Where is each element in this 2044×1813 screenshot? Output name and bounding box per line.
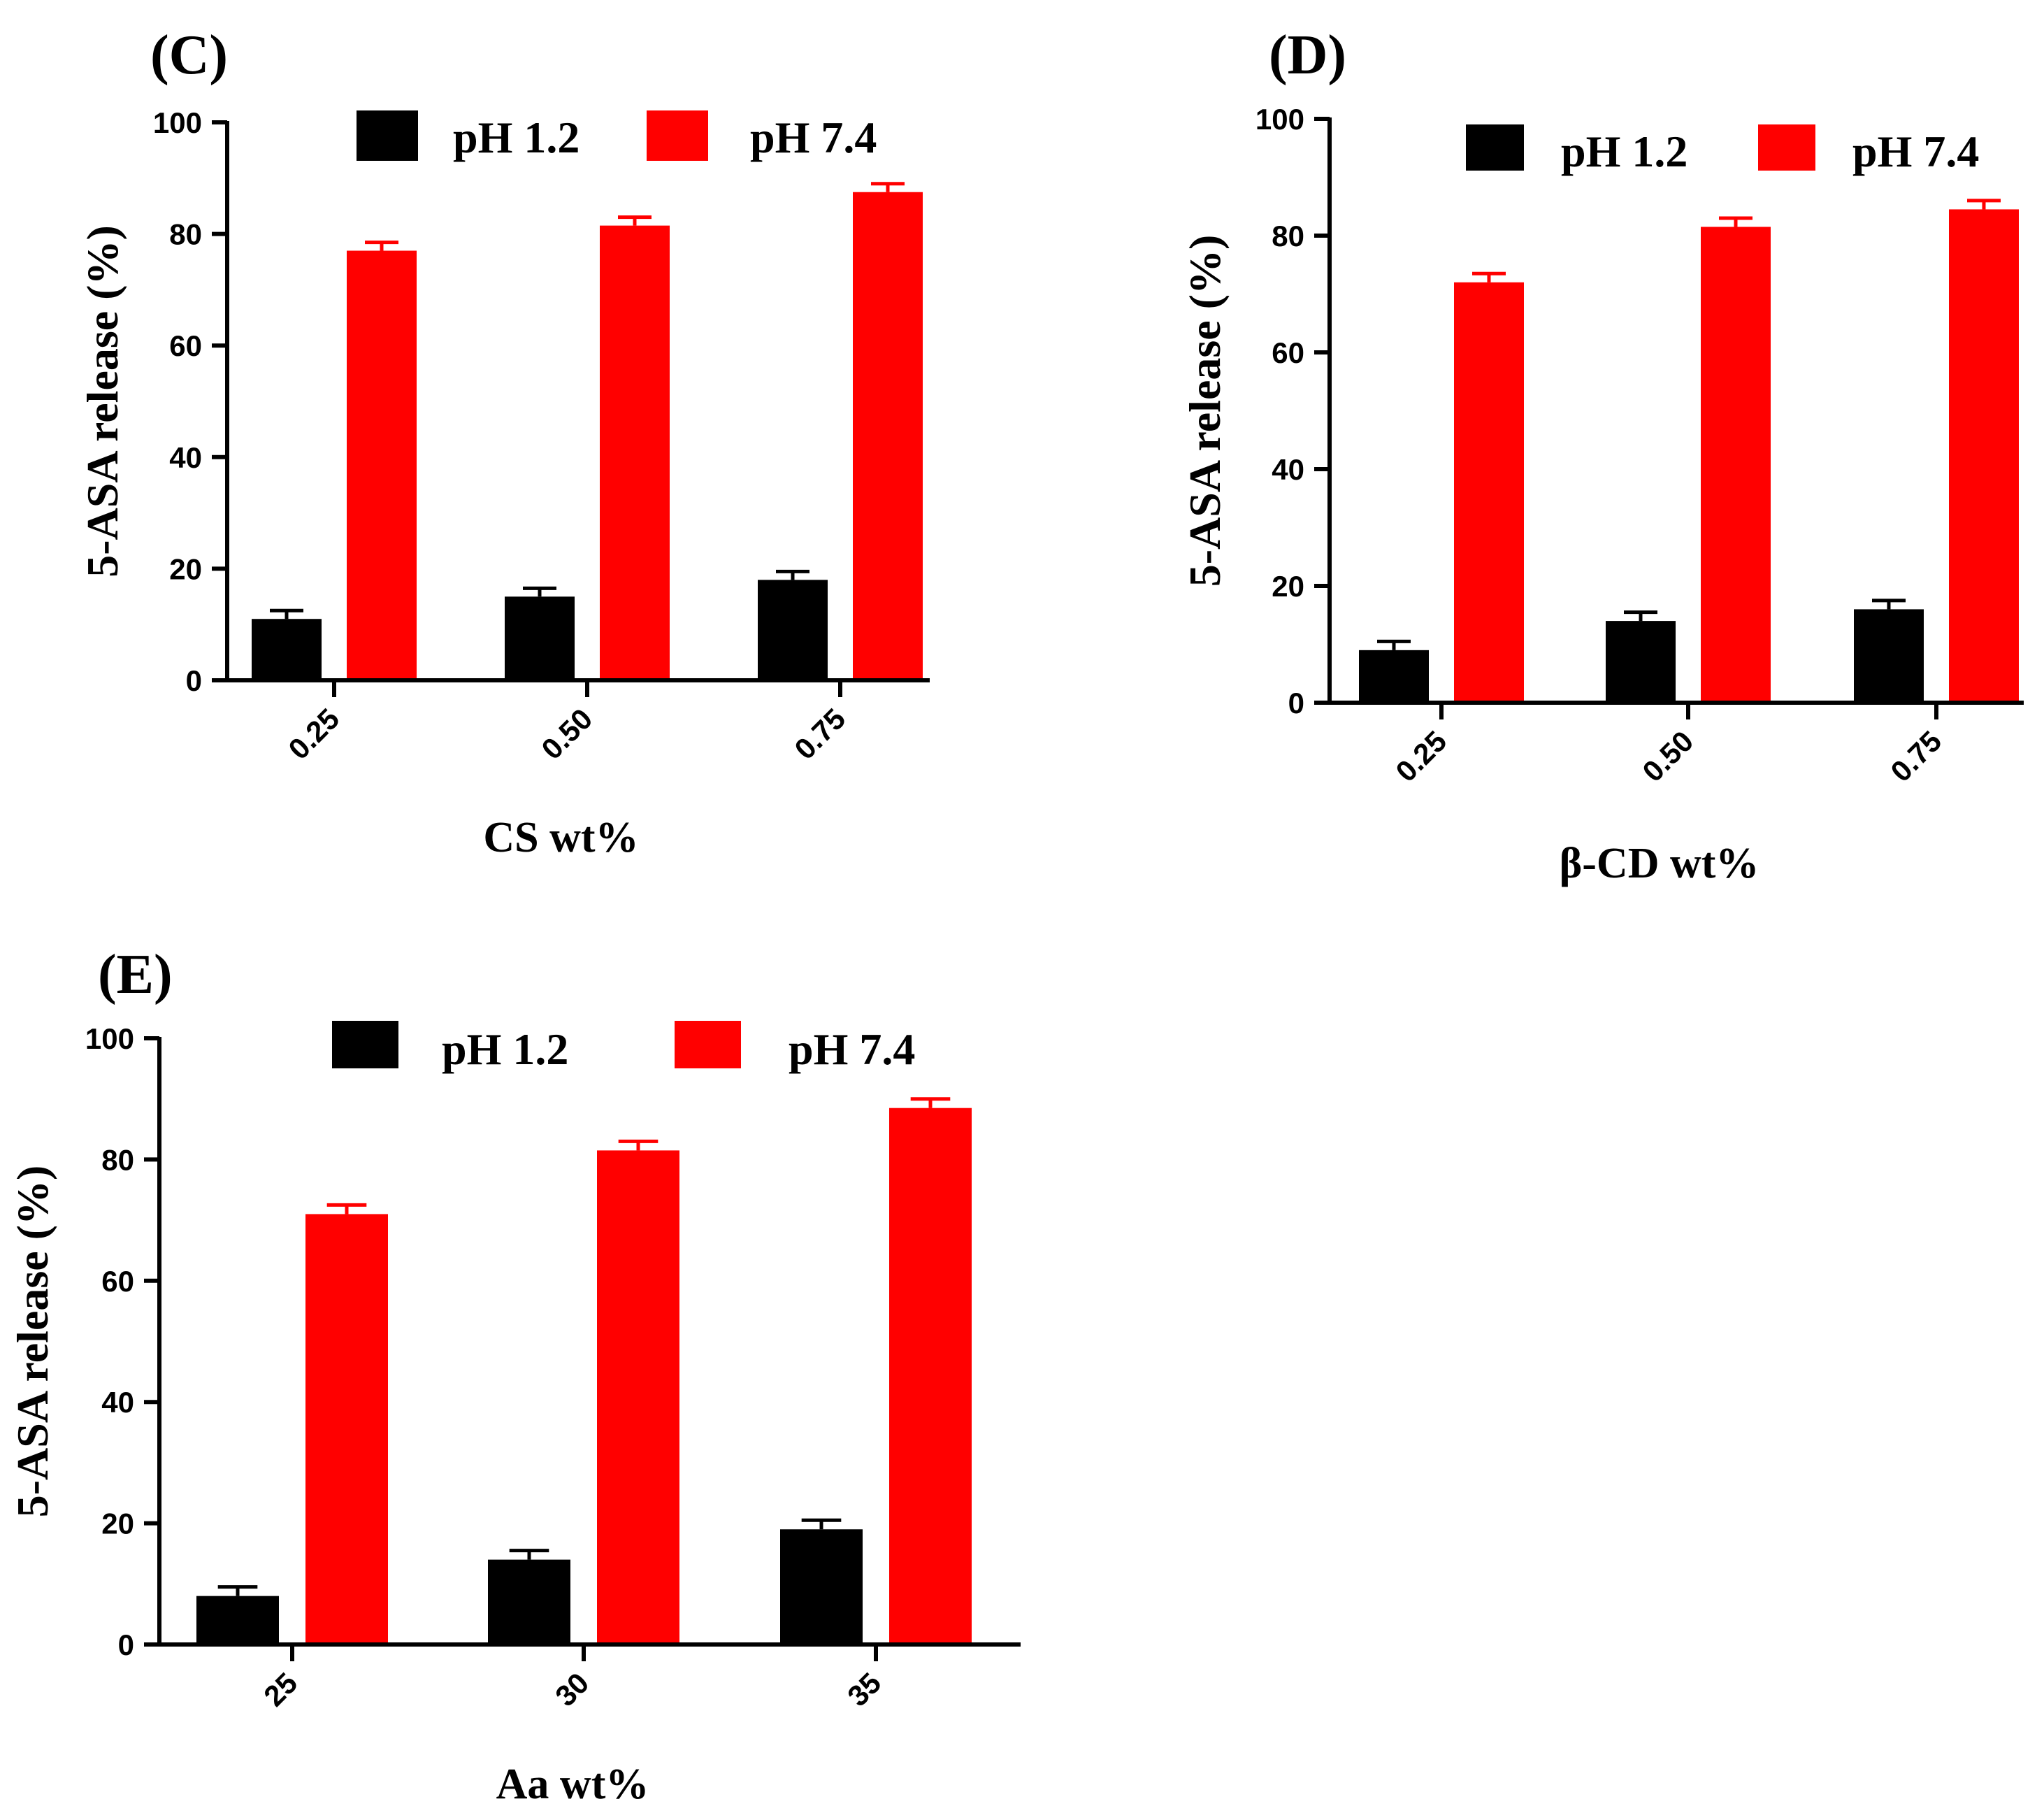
x-tick-label: 0.75 (788, 702, 851, 766)
panel-letter: (D) (1269, 24, 1346, 86)
y-tick-label: 20 (169, 552, 202, 585)
y-tick-label: 20 (1272, 570, 1304, 603)
y-tick-label: 100 (1255, 103, 1304, 136)
legend-swatch (1466, 124, 1524, 171)
x-axis-title: Aa wt% (496, 1761, 649, 1808)
y-tick-label: 40 (101, 1386, 134, 1419)
y-tick-label: 40 (1272, 453, 1304, 486)
y-tick-label: 80 (1272, 220, 1304, 252)
bar (1454, 282, 1524, 703)
y-tick-label: 60 (101, 1265, 134, 1298)
y-tick-label: 80 (169, 218, 202, 251)
bar (600, 225, 670, 680)
y-tick-label: 0 (186, 664, 202, 697)
chart-panel-0: (C) pH 1.2 pH 7.4 0 20 40 60 80 100 0.25 0.50 0.75 C… (78, 24, 930, 861)
legend-swatch (647, 110, 708, 161)
y-tick-label: 60 (169, 329, 202, 362)
y-tick-label: 40 (169, 441, 202, 474)
panel-letter: (C) (150, 24, 228, 86)
chart-panel-2: (E) pH 1.2 pH 7.4 0 20 40 60 80 100 25 30 35 Aa wt% 5… (8, 944, 1021, 1808)
legend-swatch (1758, 124, 1815, 171)
x-tick-label: 0.25 (1389, 724, 1453, 788)
legend-label: pH 7.4 (1852, 127, 1979, 176)
y-tick-label: 60 (1272, 336, 1304, 369)
x-tick-label: 30 (549, 1666, 595, 1712)
bar (853, 192, 923, 680)
y-tick-label: 0 (1288, 687, 1304, 719)
legend-swatch (332, 1021, 398, 1068)
y-tick-label: 100 (153, 106, 202, 139)
x-tick-label: 35 (841, 1666, 887, 1712)
legend-swatch (357, 110, 418, 161)
bar (196, 1596, 279, 1644)
bar (1606, 621, 1676, 703)
y-tick-label: 100 (85, 1022, 134, 1055)
chart-panel-1: (D) pH 1.2 pH 7.4 0 20 40 60 80 100 0.25 0.50 0.75 β… (1180, 24, 2024, 887)
bar (889, 1108, 972, 1644)
panel-letter: (E) (98, 944, 173, 1005)
bar (1949, 209, 2019, 703)
bar (305, 1214, 388, 1644)
legend-label: pH 1.2 (453, 113, 580, 162)
y-tick-label: 20 (101, 1507, 134, 1540)
bar (488, 1559, 570, 1644)
x-tick-label: 25 (257, 1666, 303, 1712)
legend-label: pH 1.2 (442, 1024, 568, 1074)
legend-label: pH 7.4 (789, 1024, 915, 1074)
y-axis-title: 5-ASA release (%) (78, 225, 127, 578)
bar (347, 250, 417, 680)
x-axis-title: CS wt% (483, 814, 638, 861)
x-tick-label: 0.50 (1636, 724, 1699, 788)
legend-label: pH 7.4 (750, 113, 877, 162)
bar (780, 1529, 863, 1644)
y-axis-title: 5-ASA release (%) (1180, 235, 1230, 587)
x-axis-title: β-CD wt% (1560, 840, 1759, 887)
y-tick-label: 0 (118, 1628, 134, 1661)
bar (1701, 227, 1771, 703)
bar (758, 580, 828, 680)
legend-swatch (675, 1021, 741, 1068)
y-tick-label: 80 (101, 1143, 134, 1176)
bar (505, 596, 575, 680)
y-axis-title: 5-ASA release (%) (8, 1166, 57, 1518)
bar (1854, 609, 1924, 703)
bar (252, 619, 322, 680)
x-tick-label: 0.75 (1884, 724, 1948, 788)
legend-label: pH 1.2 (1561, 127, 1687, 176)
bar (597, 1150, 679, 1644)
bar (1359, 650, 1429, 703)
x-tick-label: 0.25 (282, 702, 345, 766)
x-tick-label: 0.50 (535, 702, 598, 766)
